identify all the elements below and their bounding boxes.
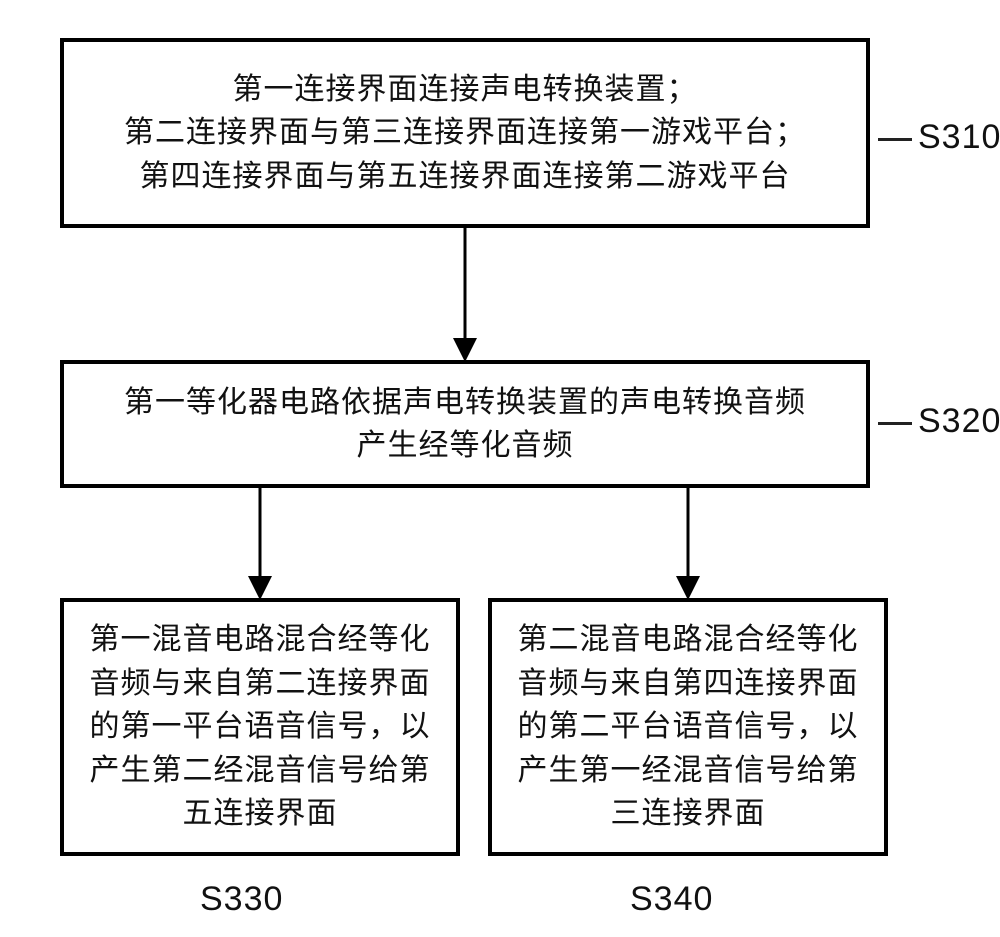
node-s310-text: 第一连接界面连接声电转换装置；第二连接界面与第三连接界面连接第一游戏平台；第四连… [124,68,806,199]
node-s310: 第一连接界面连接声电转换装置；第二连接界面与第三连接界面连接第一游戏平台；第四连… [60,38,870,228]
node-s330: 第一混音电路混合经等化音频与来自第二连接界面的第一平台语音信号，以产生第二经混音… [60,598,460,856]
label-dash-s320 [878,422,912,425]
label-s320: S320 [918,402,1000,441]
label-dash-s310 [878,138,912,141]
node-s320: 第一等化器电路依据声电转换装置的声电转换音频产生经等化音频 [60,360,870,488]
node-s340: 第二混音电路混合经等化音频与来自第四连接界面的第二平台语音信号，以产生第一经混音… [488,598,888,856]
node-s330-text: 第一混音电路混合经等化音频与来自第二连接界面的第一平台语音信号，以产生第二经混音… [90,618,431,836]
label-s310: S310 [918,118,1000,157]
node-s320-text: 第一等化器电路依据声电转换装置的声电转换音频产生经等化音频 [124,381,806,468]
flowchart-canvas: 第一连接界面连接声电转换装置；第二连接界面与第三连接界面连接第一游戏平台；第四连… [0,0,1000,937]
label-s330: S330 [200,880,283,919]
label-s340: S340 [630,880,713,919]
node-s340-text: 第二混音电路混合经等化音频与来自第四连接界面的第二平台语音信号，以产生第一经混音… [518,618,859,836]
